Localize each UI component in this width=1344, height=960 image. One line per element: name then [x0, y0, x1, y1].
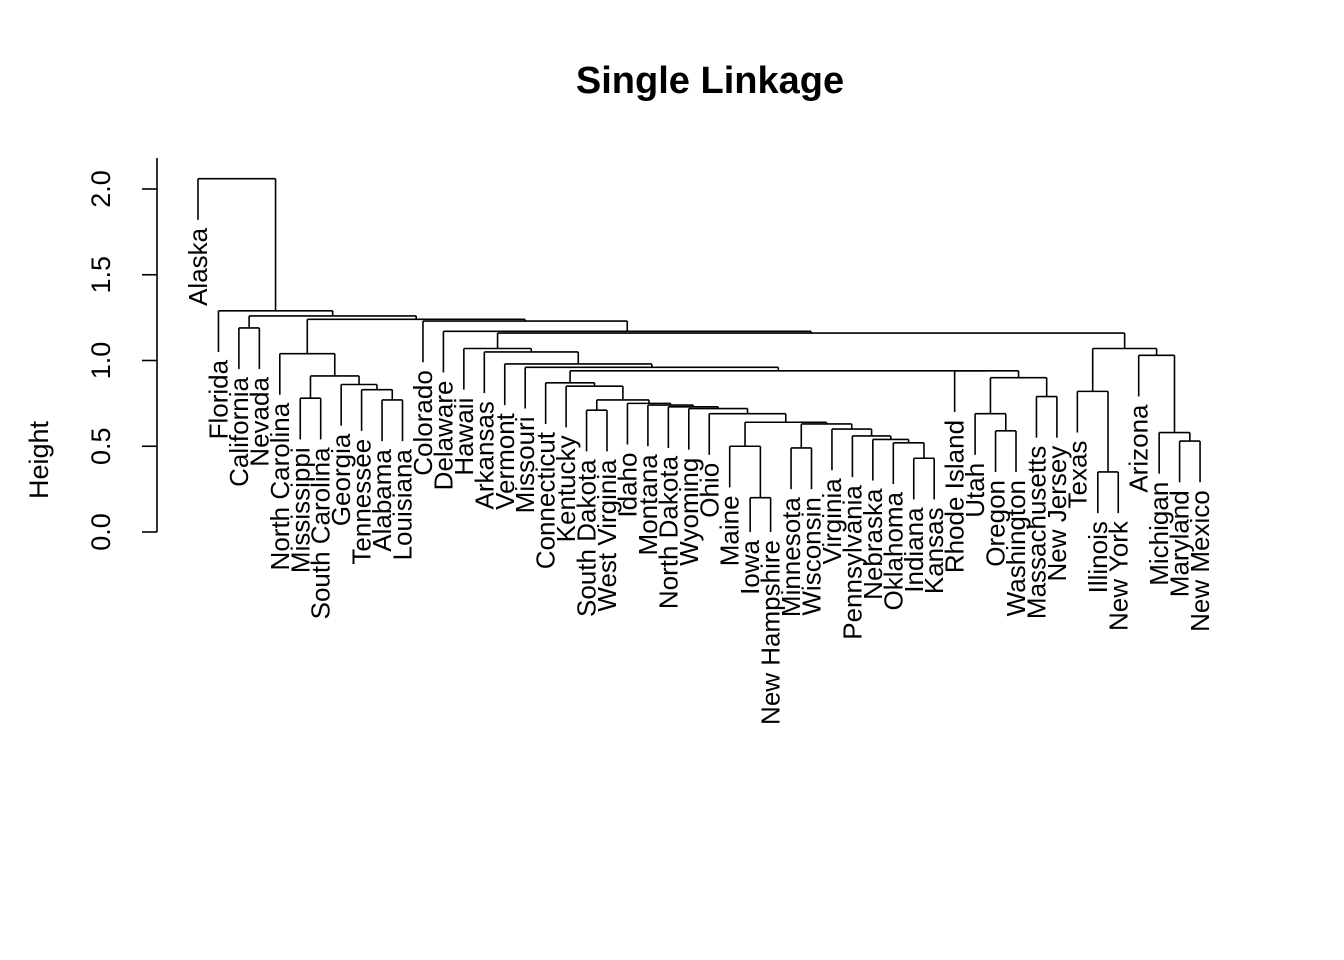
leaf-label: New York: [1103, 520, 1133, 631]
leaf-label: West Virginia: [592, 459, 622, 612]
leaf-label: Kansas: [919, 507, 949, 594]
leaf-label: Oklahoma: [878, 491, 908, 610]
leaf-label: Wisconsin: [797, 497, 827, 615]
leaf-label: Oregon: [981, 480, 1011, 567]
leaf-label: Michigan: [1144, 482, 1174, 586]
leaf-label: Virginia: [817, 478, 847, 565]
y-tick-label: 1.5: [86, 256, 116, 294]
leaf-label: Rhode Island: [940, 420, 970, 573]
leaf-label: California: [224, 377, 254, 487]
y-tick-label: 2.0: [86, 170, 116, 208]
leaf-label: Florida: [203, 359, 233, 439]
leaf-label: Hawaii: [449, 398, 479, 476]
leaf-label: Iowa: [735, 539, 765, 594]
leaf-label: Colorado: [408, 370, 438, 476]
leaf-label: Indiana: [899, 507, 929, 593]
leaf-label: Kentucky: [551, 435, 581, 542]
leaf-label: Texas: [1062, 441, 1092, 509]
leaf-label: New Jersey: [1042, 446, 1072, 582]
dendrogram-tree: [197, 177, 1201, 532]
leaf-label: Connecticut: [531, 431, 561, 569]
leaf-label: Missouri: [510, 417, 540, 514]
leaf-label: North Carolina: [265, 402, 295, 570]
leaf-label: New Hampshire: [756, 540, 786, 725]
leaf-label: Alabama: [367, 449, 397, 552]
leaf-label: Arkansas: [469, 401, 499, 509]
leaf-label: Mississippi: [285, 447, 315, 573]
chart-title: Single Linkage: [576, 60, 844, 102]
leaf-label: South Dakota: [572, 459, 602, 617]
leaf-label: Georgia: [326, 433, 356, 526]
leaf-label: Louisiana: [388, 449, 418, 561]
y-tick-label: 0.5: [86, 427, 116, 465]
leaf-label: Pennsylvania: [837, 485, 867, 640]
leaf-label: Tennessee: [347, 439, 377, 565]
leaf-label: Illinois: [1083, 521, 1113, 593]
leaf-label: Delaware: [428, 381, 458, 491]
leaf-label: Minnesota: [776, 497, 806, 617]
y-axis-label: Height: [24, 420, 54, 499]
leaf-label: Ohio: [694, 463, 724, 518]
leaf-label: Nevada: [244, 377, 274, 467]
leaf-label: Idaho: [612, 453, 642, 518]
leaf-label: Washington: [1001, 480, 1031, 616]
leaf-label: New Mexico: [1185, 490, 1215, 632]
leaf-label: Arizona: [1124, 404, 1154, 493]
leaf-label: Maryland: [1165, 490, 1195, 597]
leaf-label: South Carolina: [306, 447, 336, 620]
leaf-label: Montana: [633, 454, 663, 556]
y-tick-label: 1.0: [86, 342, 116, 380]
leaf-label: North Dakota: [653, 455, 683, 609]
leaf-label: Vermont: [490, 412, 520, 510]
y-tick-label: 0.0: [86, 513, 116, 551]
leaf-label: Utah: [960, 463, 990, 518]
leaf-label: Alaska: [183, 227, 213, 306]
y-axis: 0.0 0.5 1.0 1.5 2.0: [86, 158, 158, 551]
leaf-label: Massachusetts: [1021, 446, 1051, 619]
leaf-label: Nebraska: [858, 488, 888, 600]
leaf-label: Maine: [715, 495, 745, 566]
leaf-label: Wyoming: [674, 458, 704, 566]
